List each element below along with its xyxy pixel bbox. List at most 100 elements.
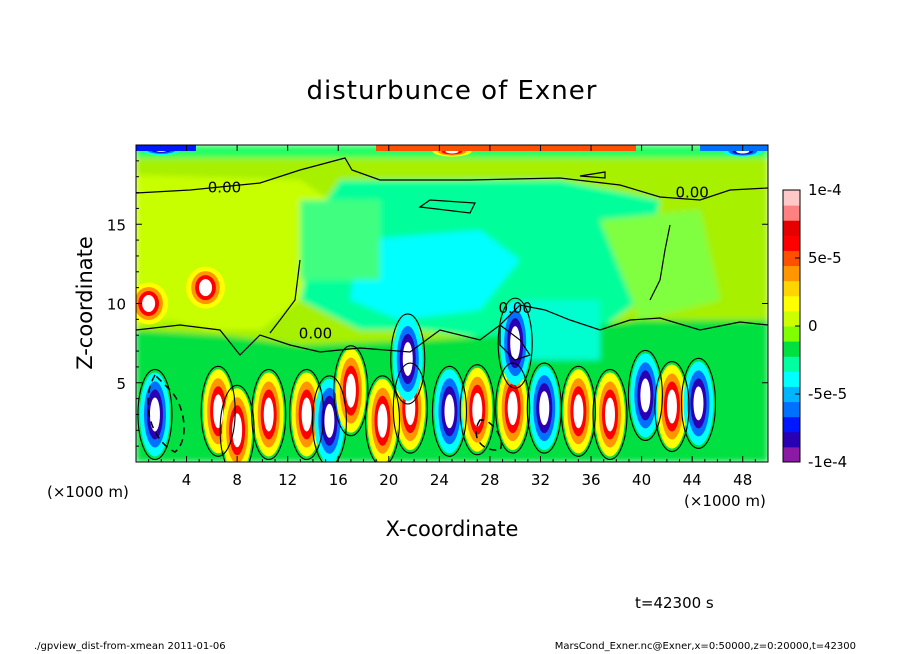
colorbar-tick-label: -1e-4 [808, 453, 847, 471]
contour-ring [592, 368, 628, 461]
anomaly-negative [139, 372, 170, 457]
x-tick-label: 44 [683, 471, 702, 489]
time-label: t=42300 s [635, 594, 714, 612]
field-region [136, 175, 330, 330]
colorbar-tick-label: 5e-5 [808, 249, 842, 267]
colorbar-segment [783, 401, 800, 418]
contour-ring [364, 375, 401, 462]
contour-ring [459, 364, 495, 456]
anomaly-positive [497, 366, 528, 451]
contour-label: 0.00 [299, 324, 332, 342]
top-band-negative [700, 145, 768, 151]
field-region [300, 200, 380, 280]
anomaly-ring [573, 394, 584, 429]
x-tick-label: 8 [232, 471, 242, 489]
y-tick-label: 5 [116, 375, 126, 393]
y-axis-label: Z-coordinate [73, 236, 97, 370]
x-axis-label: X-coordinate [386, 517, 519, 541]
anomaly-positive [136, 282, 169, 325]
top-band-negative [136, 145, 196, 151]
colorbar-segment [783, 431, 800, 448]
y-tick-label: 10 [107, 296, 126, 314]
field-region [350, 230, 520, 320]
x-axis: 4 8 12 16 20 24 28 32 36 40 44 48 [148, 145, 756, 489]
x-tick-label: 28 [480, 471, 499, 489]
colorbar-segment [783, 326, 800, 342]
anomaly-positive [462, 367, 493, 452]
x-tick-label: 16 [329, 471, 348, 489]
anomaly-ring [377, 403, 388, 438]
anomaly-ring [263, 397, 274, 432]
contour-ring [200, 365, 236, 457]
zero-contours [136, 157, 768, 462]
contour-ring [390, 313, 426, 405]
colorbar-segment [783, 416, 800, 433]
y-axis: 5 10 15 [107, 160, 768, 447]
colorbar-tick-label: 0 [808, 317, 818, 335]
anomaly-ring [142, 295, 156, 312]
anomaly-positive [291, 372, 322, 457]
colorbar-segment [783, 386, 800, 403]
contour-ring [627, 349, 663, 441]
anomaly-positive [563, 369, 594, 454]
colorbar-segment [783, 280, 800, 297]
negative-contour [475, 419, 502, 451]
colorbar: 1e-4 5e-5 0 -5e-5 -1e-4 [782, 181, 847, 471]
colorbar-segment [783, 356, 800, 372]
zero-contour-line [136, 304, 768, 356]
x-tick-label: 12 [278, 471, 297, 489]
x-tick-label: 32 [531, 471, 550, 489]
anomaly-negative [630, 353, 661, 438]
x-tick-label: 36 [581, 471, 600, 489]
colorbar-segment [783, 235, 800, 251]
anomaly-negative [392, 316, 423, 401]
colorbar-segment [783, 310, 800, 327]
anomaly-positive [253, 372, 284, 457]
colorbar-tick-label: 1e-4 [808, 181, 842, 199]
contour-ring [219, 384, 255, 462]
anomaly-positive [656, 364, 687, 449]
contour-ring [560, 365, 596, 457]
anomaly-ring [605, 397, 615, 432]
anomaly-negative [434, 369, 465, 454]
colorbar-segment [783, 220, 800, 236]
contour-ring [431, 365, 468, 457]
zero-contour-line [418, 199, 476, 214]
contour-label: 0.00 [498, 299, 531, 317]
contour-ring [289, 368, 325, 461]
y-tick-label: 15 [107, 216, 126, 234]
x-tick-label: 4 [182, 471, 192, 489]
negative-contour [147, 373, 185, 453]
field-blend [136, 145, 768, 462]
colorbar-segment [783, 446, 800, 463]
anomaly-ring [472, 392, 483, 427]
anomaly-negative [683, 361, 714, 446]
colorbar-segment [783, 250, 800, 267]
anomaly-ring [149, 397, 160, 432]
contour-ring [497, 297, 533, 389]
contour-label: 0.00 [675, 183, 708, 201]
anomaly-positive [186, 266, 226, 309]
chart-title: disturbunce of Exner [306, 76, 598, 106]
contour-ring [495, 362, 531, 454]
contour-ring [311, 375, 347, 462]
zero-contour-line [136, 157, 768, 201]
colorbar-tick-label: -5e-5 [808, 385, 847, 403]
x-tick-label: 24 [430, 471, 449, 489]
footer-right: MarsCond_Exner.nc@Exner,x=0:50000,z=0:20… [554, 641, 856, 652]
zero-contour-line [649, 224, 671, 301]
colorbar-segment [783, 265, 800, 282]
anomaly-ring [510, 326, 521, 361]
anomaly-positive [595, 372, 625, 457]
field-region [520, 300, 600, 360]
anomaly-ring [301, 397, 312, 432]
anomaly-ring [402, 341, 413, 376]
colorbar-segment [783, 295, 800, 312]
contour-ring [392, 362, 428, 454]
contour-ring [680, 357, 717, 449]
anomaly-negative [529, 366, 560, 451]
x-tick-label: 20 [379, 471, 398, 489]
colorbar-segment [783, 205, 800, 221]
zero-contour-line [579, 171, 606, 179]
